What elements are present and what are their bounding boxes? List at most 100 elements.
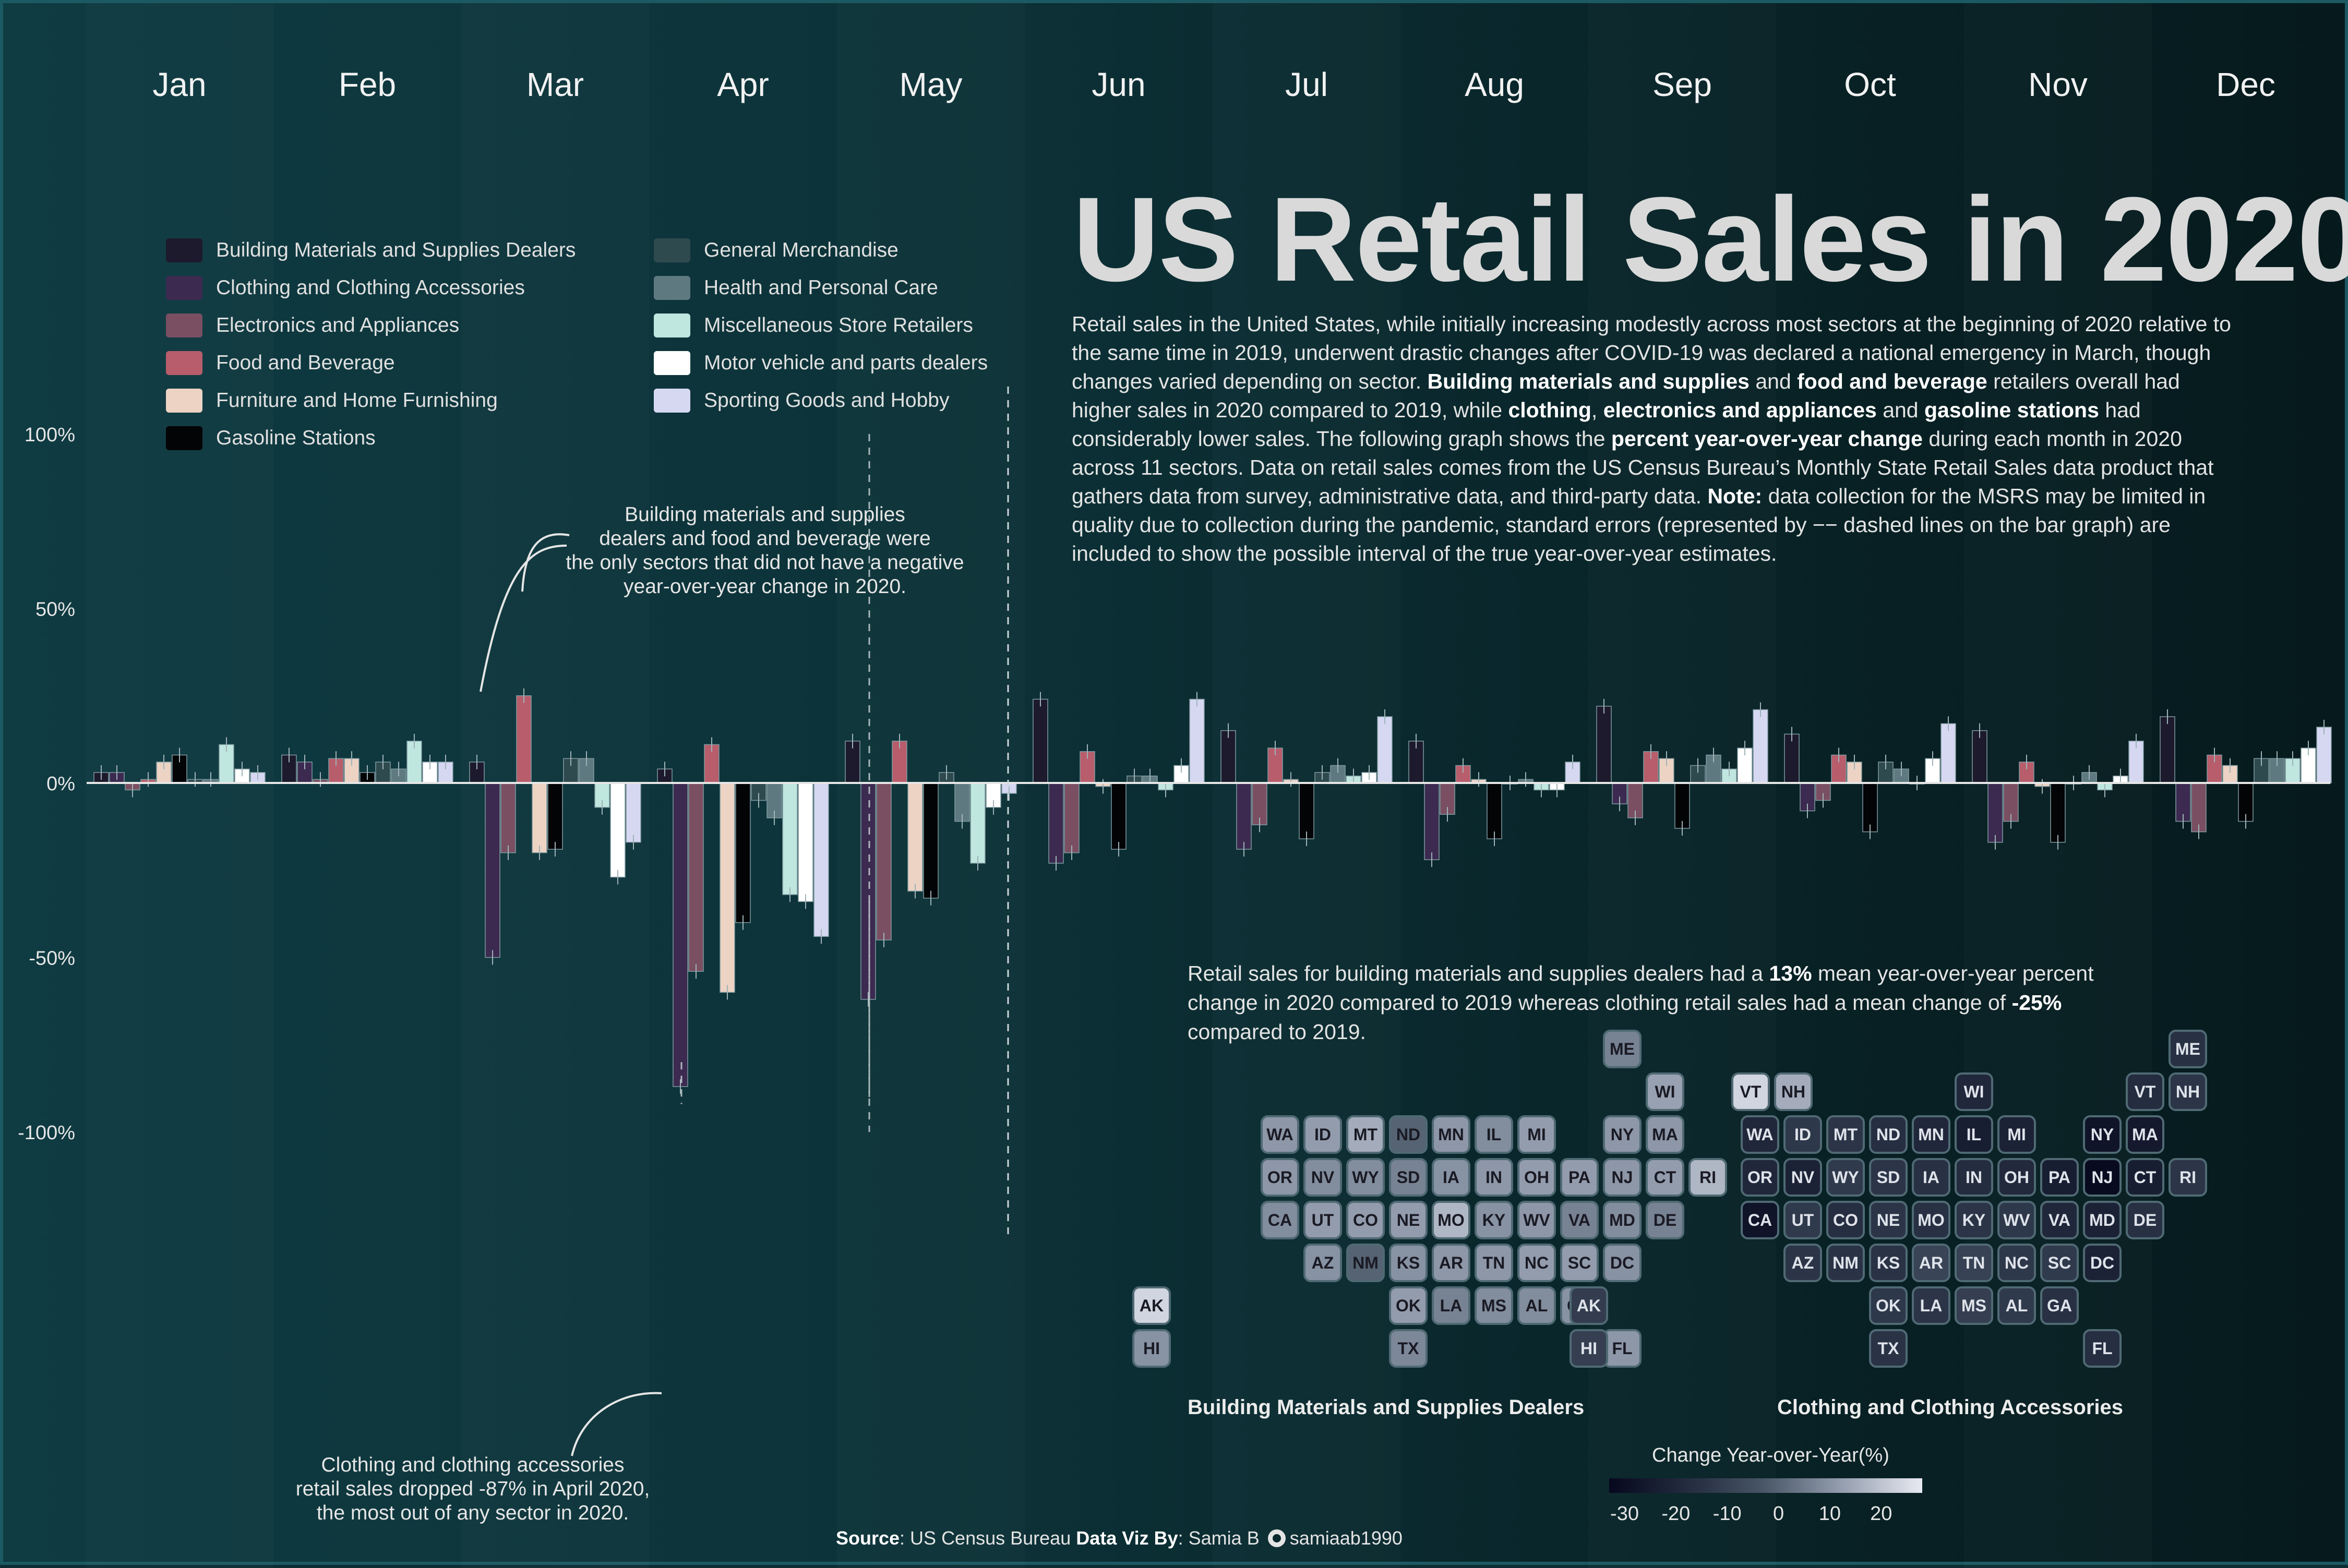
- state-tile: AL: [1997, 1286, 2036, 1325]
- legend-item: Furniture and Home Furnishing: [166, 382, 636, 419]
- state-tile: CO: [1826, 1201, 1865, 1239]
- state-tile: IA: [1432, 1158, 1470, 1197]
- x-tick-label: Jun: [1092, 66, 1145, 103]
- bar: [516, 695, 532, 783]
- annotation-line: the only sectors that did not have a neg…: [566, 551, 964, 574]
- state-tile: IN: [1955, 1158, 1993, 1197]
- legend-label: Clothing and Clothing Accessories: [216, 276, 525, 299]
- bar: [1753, 709, 1768, 783]
- y-tick-label: 0%: [46, 773, 75, 795]
- x-tick-label: Apr: [717, 66, 769, 103]
- state-tile: VT: [2126, 1072, 2164, 1111]
- state-tile: MI: [1517, 1115, 1556, 1154]
- bar: [500, 782, 516, 853]
- x-tick-label: Sep: [1652, 66, 1712, 103]
- legend-swatch: [166, 313, 202, 337]
- bar: [1487, 782, 1502, 839]
- map-title-clothing: Clothing and Clothing Accessories: [1777, 1396, 2124, 1419]
- state-tile: NH: [2169, 1072, 2207, 1111]
- bar: [2316, 727, 2332, 783]
- bar: [1596, 706, 1612, 783]
- colorbar-tick-label: 10: [1818, 1503, 1841, 1525]
- state-tile: MT: [1826, 1115, 1865, 1154]
- y-tick-label: 100%: [25, 424, 75, 446]
- annotation-line: dealers and food and beverage were: [599, 527, 931, 550]
- state-tile: NY: [1603, 1115, 1642, 1154]
- legend-item: Clothing and Clothing Accessories: [166, 269, 636, 307]
- state-tile: OR: [1261, 1158, 1299, 1197]
- bar: [876, 782, 892, 940]
- state-tile: MS: [1475, 1286, 1513, 1325]
- legend-item: Miscellaneous Store Retailers: [654, 307, 1123, 344]
- state-tile: AK: [1132, 1286, 1171, 1325]
- state-tile: OH: [1997, 1158, 2036, 1197]
- bar: [1111, 782, 1127, 850]
- x-tick-label: Nov: [2028, 66, 2088, 103]
- state-tile: IN: [1475, 1158, 1513, 1197]
- state-tile: DC: [1603, 1244, 1642, 1282]
- bar: [485, 782, 500, 958]
- state-tile: NJ: [2083, 1158, 2122, 1197]
- state-tile: MO: [1912, 1201, 1950, 1239]
- legend-item: Food and Beverage: [166, 344, 636, 382]
- state-tile: KS: [1389, 1244, 1428, 1282]
- state-tile: WI: [1955, 1072, 1993, 1111]
- legend-label: Motor vehicle and parts dealers: [704, 352, 988, 374]
- bar: [720, 782, 735, 993]
- state-tile: WA: [1261, 1115, 1299, 1154]
- legend-item: Motor vehicle and parts dealers: [654, 344, 1123, 382]
- state-tile: NJ: [1603, 1158, 1642, 1197]
- state-tile: MI: [1997, 1115, 2036, 1154]
- state-tile: UT: [1303, 1201, 1342, 1239]
- state-tile: PA: [2040, 1158, 2079, 1197]
- state-tile: MD: [2083, 1201, 2122, 1239]
- state-tile: SC: [2040, 1244, 2079, 1282]
- state-tile: MA: [2126, 1115, 2164, 1154]
- bar: [1033, 698, 1048, 783]
- bar: [1236, 782, 1252, 850]
- state-tile: LA: [1432, 1286, 1470, 1325]
- bar: [2050, 782, 2066, 843]
- state-tile: AZ: [1783, 1244, 1822, 1282]
- state-tile: MN: [1432, 1115, 1470, 1154]
- state-tile: CT: [2126, 1158, 2164, 1197]
- legend-swatch: [654, 276, 690, 300]
- state-tile: NE: [1869, 1201, 1908, 1239]
- state-tile: GA: [2040, 1286, 2079, 1325]
- bar: [923, 782, 939, 899]
- state-tile: NM: [1826, 1244, 1865, 1282]
- state-tile: SC: [1560, 1244, 1599, 1282]
- state-tile: DE: [2126, 1201, 2164, 1239]
- state-tile: AR: [1912, 1244, 1950, 1282]
- colorbar-tick-label: 20: [1870, 1503, 1892, 1525]
- legend-item: Building Materials and Supplies Dealers: [166, 232, 636, 269]
- legend-swatch: [166, 351, 202, 375]
- bar-chart: 100% 50% 0% -50% -100% Jan Feb Mar Apr May Jun Jul A…: [18, 66, 2332, 1456]
- state-tile: CO: [1346, 1201, 1385, 1239]
- bar: [1299, 782, 1314, 839]
- x-tick-label: May: [900, 66, 963, 103]
- legend-label: General Merchandise: [704, 239, 899, 261]
- bar: [782, 782, 798, 895]
- bar: [1048, 782, 1064, 864]
- legend-label: Miscellaneous Store Retailers: [704, 314, 973, 336]
- bar: [1862, 782, 1878, 833]
- state-tile: FL: [1603, 1329, 1642, 1368]
- legend-label: Sporting Goods and Hobby: [704, 389, 950, 412]
- state-tile: CA: [1261, 1201, 1299, 1239]
- annotation-building-materials: Building materials and supplies dealers a…: [530, 503, 1000, 599]
- state-tile: ND: [1869, 1115, 1908, 1154]
- annotation-arrow: [480, 545, 567, 692]
- legend-swatch: [166, 276, 202, 300]
- bar: [735, 782, 751, 923]
- state-tile: WY: [1826, 1158, 1865, 1197]
- state-tile: WA: [1741, 1115, 1779, 1154]
- state-tile: DE: [1646, 1201, 1684, 1239]
- bar: [610, 782, 626, 878]
- state-tile: DC: [2083, 1244, 2122, 1282]
- bar: [1424, 782, 1440, 860]
- legend-column: General Merchandise Health and Personal C…: [654, 232, 1123, 419]
- bar: [1064, 782, 1080, 853]
- x-tick-label: Aug: [1465, 66, 1524, 103]
